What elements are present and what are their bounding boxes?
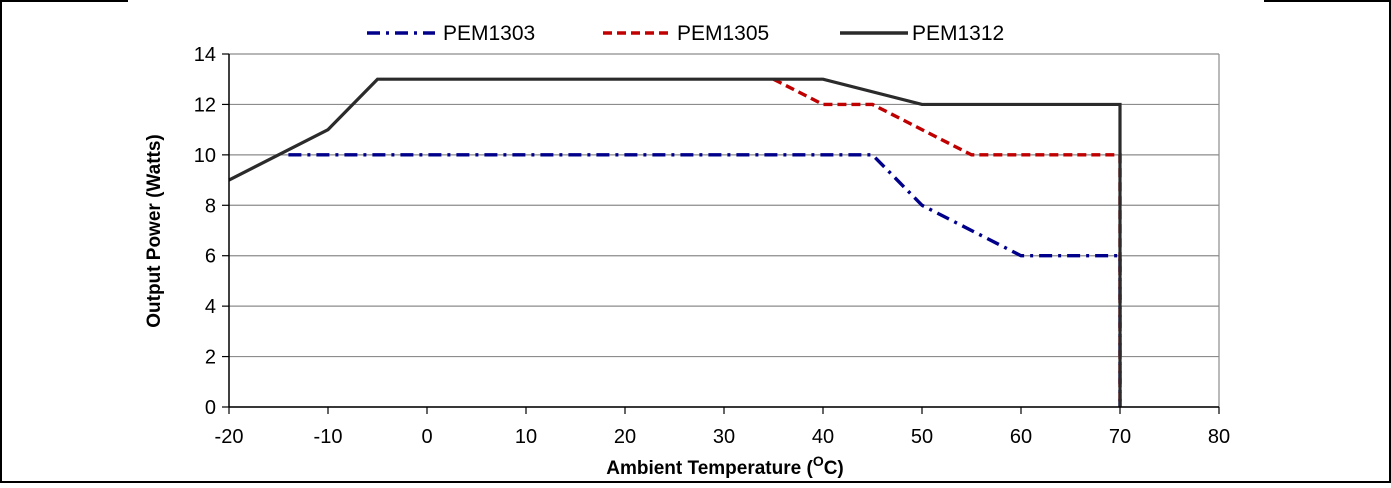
series-line-pem1305 bbox=[772, 77, 1122, 407]
x-axis-title-end: C) bbox=[824, 458, 844, 479]
x-tick-label: 40 bbox=[812, 426, 834, 448]
series-line-pem1303 bbox=[288, 153, 1122, 407]
legend: PEM1303 PEM1305 PEM1312 bbox=[367, 22, 1004, 45]
x-tick-label: 30 bbox=[713, 426, 735, 448]
series-line-pem1312 bbox=[228, 77, 1122, 407]
y-tick-label: 14 bbox=[194, 44, 216, 66]
series-layer bbox=[228, 77, 1122, 407]
y-tick-label: 2 bbox=[205, 347, 216, 369]
x-tick-label: 80 bbox=[1208, 426, 1230, 448]
x-tick-label: 0 bbox=[421, 426, 432, 448]
y-tick-label: 0 bbox=[205, 397, 216, 419]
x-axis-title-sup: O bbox=[813, 453, 824, 469]
y-tick-label: 4 bbox=[205, 296, 216, 318]
grid-layer bbox=[229, 53, 1220, 408]
axis-layer: 0 2 4 6 8 10 12 14 -20 -10 0 10 20 30 40 50 60 70 80 bbox=[194, 44, 1230, 448]
top-border-gap bbox=[128, 0, 1264, 4]
x-tick-label: 50 bbox=[911, 426, 933, 448]
legend-label: PEM1303 bbox=[443, 22, 535, 45]
legend-item-pem1312: PEM1312 bbox=[840, 22, 1004, 45]
y-tick-label: 6 bbox=[205, 246, 216, 268]
x-axis-title: Ambient Temperature (OC) bbox=[606, 453, 844, 479]
legend-label: PEM1312 bbox=[912, 22, 1004, 45]
x-tick-label: 10 bbox=[515, 426, 537, 448]
y-tick-label: 10 bbox=[194, 145, 216, 167]
x-tick-label: -20 bbox=[215, 426, 244, 448]
x-tick-label: -10 bbox=[314, 426, 343, 448]
x-tick-label: 60 bbox=[1010, 426, 1032, 448]
y-tick-label: 12 bbox=[194, 94, 216, 116]
x-tick-label: 20 bbox=[614, 426, 636, 448]
legend-item-pem1303: PEM1303 bbox=[367, 22, 535, 45]
legend-label: PEM1305 bbox=[677, 22, 769, 45]
legend-item-pem1305: PEM1305 bbox=[603, 22, 769, 45]
x-axis-title-main: Ambient Temperature ( bbox=[606, 458, 813, 479]
y-tick-label: 8 bbox=[205, 195, 216, 217]
y-axis-title: Output Power (Watts) bbox=[144, 134, 165, 328]
x-tick-label: 70 bbox=[1109, 426, 1131, 448]
